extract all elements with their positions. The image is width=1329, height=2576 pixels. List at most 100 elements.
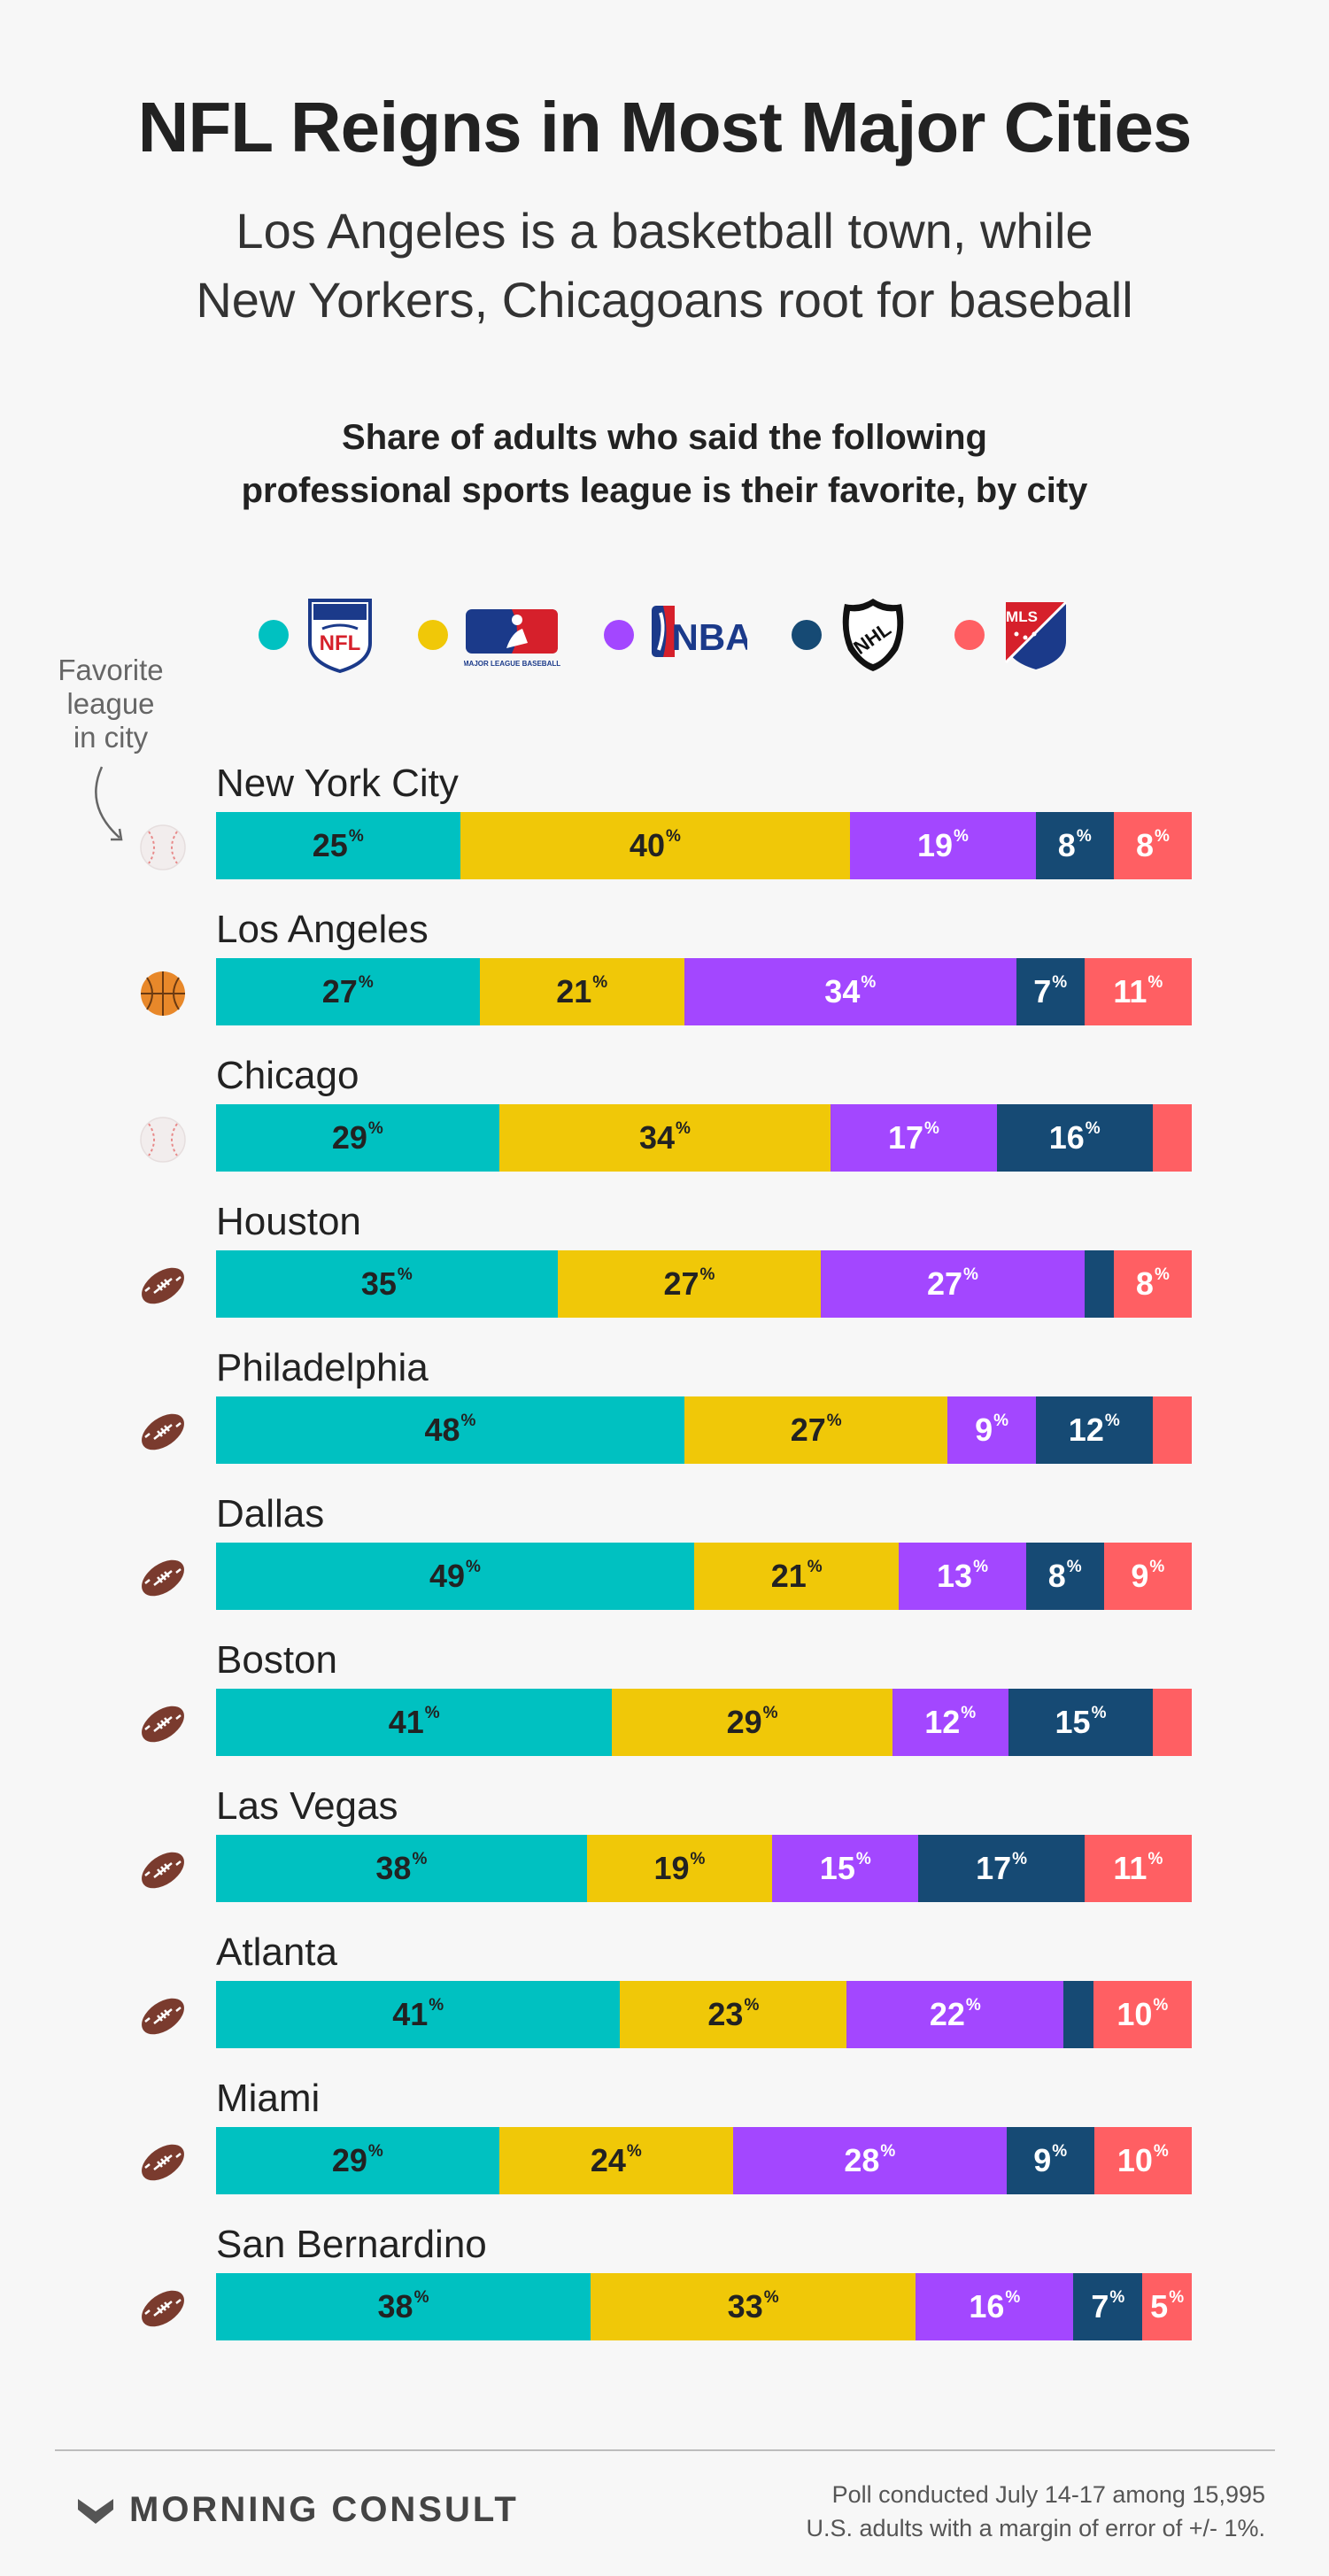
bar-segment-nfl: 29%	[216, 2127, 499, 2194]
data-label: 29%	[331, 2142, 383, 2178]
data-label: 19%	[917, 827, 969, 863]
baseball-icon	[140, 1117, 186, 1163]
city-row: Los Angeles 27% 21% 34% 7% 11%	[0, 908, 1329, 1040]
morning-consult-logo-icon	[78, 2499, 113, 2524]
data-label: 21%	[556, 973, 608, 1010]
stacked-bar: 38% 33% 16% 7% 5%	[216, 2273, 1192, 2340]
football-icon	[142, 1413, 184, 1450]
bar-segment-mlb: 21%	[479, 958, 684, 1025]
data-label: 48%	[424, 1412, 476, 1448]
stacked-bar: 48% 27% 9% 12%	[216, 1396, 1192, 1464]
curved-arrow-icon	[95, 766, 123, 841]
bar-segment-nfl: 35%	[216, 1250, 558, 1318]
data-label: 41%	[388, 1704, 440, 1740]
favorite-note-line-3: in city	[73, 721, 149, 754]
data-label: 27%	[927, 1265, 978, 1302]
bar-segment-mls: 9%	[1103, 1543, 1192, 1610]
legend-dot-mlb	[418, 620, 448, 650]
city-row: Houston 35% 27% 27% 8%	[0, 1200, 1329, 1333]
bar-segment-mls: 11%	[1084, 1835, 1192, 1902]
data-label: 27%	[790, 1412, 842, 1448]
bar-segment-nba: 15%	[772, 1835, 919, 1902]
bar-segment-nba: 13%	[899, 1543, 1026, 1610]
data-label: 29%	[331, 1119, 383, 1156]
bar-segment-nba: 16%	[916, 2273, 1074, 2340]
bar-segment-mls	[1152, 1396, 1192, 1464]
chart-caption: Share of adults who said the following p…	[0, 411, 1329, 517]
bar-segment-mls: 10%	[1093, 2127, 1192, 2194]
data-label: 9%	[1033, 2142, 1068, 2178]
bar-segment-nhl: 8%	[1035, 812, 1114, 879]
brand-name: MORNING CONSULT	[129, 2490, 519, 2529]
football-icon	[142, 1559, 184, 1597]
city-row: Philadelphia 48% 27% 9% 12%	[0, 1346, 1329, 1479]
legend-dot-nhl	[792, 620, 822, 650]
legend-dot-mls	[954, 620, 985, 650]
data-label: 9%	[1131, 1558, 1165, 1594]
bar-segment-mlb: 27%	[684, 1396, 948, 1464]
bar-segment-nfl: 38%	[216, 2273, 591, 2340]
bar-segment-nhl: 9%	[1006, 2127, 1094, 2194]
city-row: Atlanta 41% 23% 22% 10%	[0, 1930, 1329, 2063]
mls-logo-text: MLS	[1006, 608, 1038, 625]
subtitle-line-2: New Yorkers, Chicagoans root for basebal…	[196, 272, 1133, 328]
bar-segment-nfl: 25%	[216, 812, 460, 879]
mls-logo-icon: MLS	[1004, 600, 1068, 669]
basketball-icon	[141, 971, 185, 1016]
bar-segment-nfl: 41%	[216, 1981, 621, 2048]
city-label: Los Angeles	[216, 908, 429, 951]
city-label: Dallas	[216, 1492, 325, 1536]
source-line-2: U.S. adults with a margin of error of +/…	[806, 2515, 1265, 2541]
football-icon	[142, 1998, 184, 2035]
data-label: 8%	[1057, 827, 1092, 863]
mlb-logo-icon: MAJOR LEAGUE BASEBALL	[464, 609, 560, 668]
data-label: 5%	[1150, 2288, 1185, 2325]
favorite-note-line-2: league	[66, 687, 155, 720]
caption-line-2: professional sports league is their favo…	[241, 471, 1088, 510]
city-row: Las Vegas 38% 19% 15% 17% 11%	[0, 1784, 1329, 1917]
city-label: Boston	[216, 1638, 337, 1682]
data-label: 7%	[1033, 973, 1068, 1010]
legend-dot-nba	[604, 620, 634, 650]
city-label: Chicago	[216, 1054, 359, 1097]
city-label: New York City	[216, 762, 459, 805]
stacked-bar: 41% 29% 12% 15%	[216, 1689, 1192, 1756]
bar-segment-nhl: 12%	[1035, 1396, 1153, 1464]
data-label: 10%	[1117, 1996, 1169, 2032]
caption-line-1: Share of adults who said the following	[342, 418, 987, 457]
city-label: San Bernardino	[216, 2223, 487, 2266]
subtitle: Los Angeles is a basketball town, while …	[0, 197, 1329, 335]
data-label: 35%	[360, 1265, 413, 1302]
data-label: 33%	[727, 2288, 779, 2325]
bar-segment-nfl: 49%	[216, 1543, 694, 1610]
footer-divider	[55, 2449, 1275, 2451]
bar-segment-nhl: 8%	[1025, 1543, 1104, 1610]
data-label: 27%	[663, 1265, 715, 1302]
football-icon	[142, 1852, 184, 1889]
data-label: 12%	[1068, 1412, 1120, 1448]
nfl-logo-text: NFL	[320, 631, 361, 655]
mlb-logo-text: MAJOR LEAGUE BASEBALL	[464, 660, 560, 668]
data-label: 10%	[1117, 2142, 1169, 2178]
stacked-bar: 49% 21% 13% 8% 9%	[216, 1543, 1192, 1610]
data-label: 7%	[1091, 2288, 1125, 2325]
legend-dot-nfl	[259, 620, 289, 650]
city-row: San Bernardino 38% 33% 16% 7% 5%	[0, 2223, 1329, 2356]
data-label: 49%	[429, 1558, 481, 1594]
baseball-icon	[140, 824, 186, 870]
bar-segment-nfl: 41%	[216, 1689, 613, 1756]
data-label: 11%	[1113, 973, 1163, 1010]
data-label: 40%	[629, 827, 681, 863]
data-label: 19%	[653, 1850, 706, 1886]
bar-segment-mlb: 33%	[590, 2273, 916, 2340]
data-label: 23%	[707, 1996, 760, 2032]
data-label: 13%	[937, 1558, 988, 1594]
football-icon	[142, 1267, 184, 1304]
bar-segment-nhl	[1063, 1981, 1093, 2048]
bar-segment-nfl: 38%	[216, 1835, 587, 1902]
football-icon	[142, 1706, 184, 1743]
data-label: 16%	[969, 2288, 1021, 2325]
stacked-bar: 29% 24% 28% 9% 10%	[216, 2127, 1192, 2194]
city-row: Dallas 49% 21% 13% 8% 9%	[0, 1492, 1329, 1625]
